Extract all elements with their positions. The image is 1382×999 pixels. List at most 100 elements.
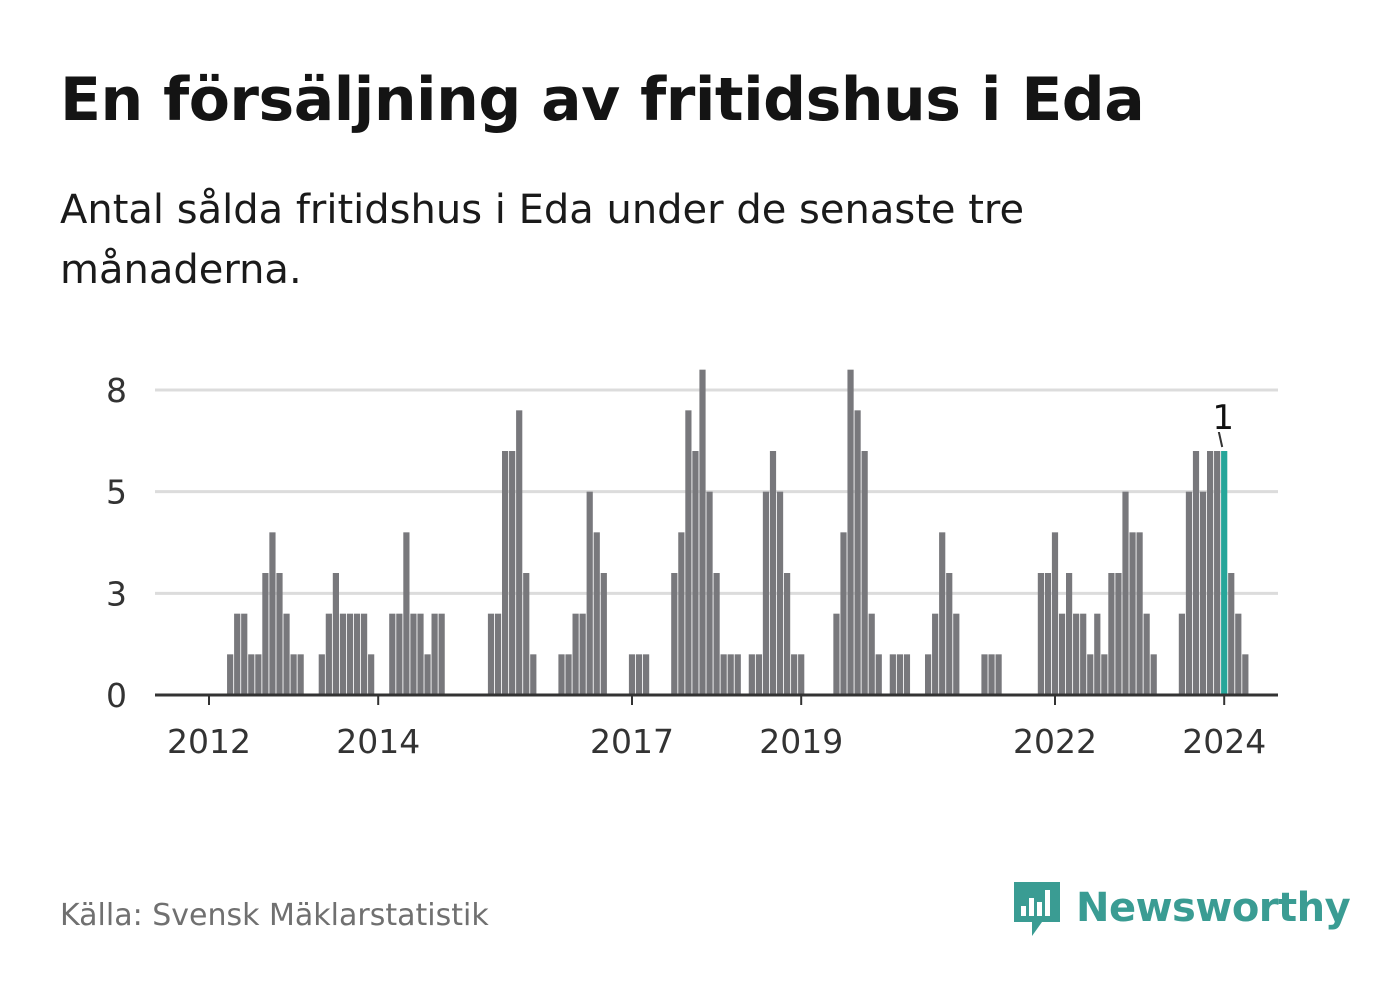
chart-subtitle: Antal sålda fritidshus i Eda under de se… [60,187,1025,293]
x-tick-label: 2019 [759,722,843,761]
bar [241,613,248,695]
bar [438,613,445,695]
y-tick-label: 3 [106,574,127,613]
bar [1242,654,1249,695]
bar [579,613,586,695]
bar [1185,491,1193,695]
highlight-value-label: 1 [1212,398,1234,438]
bar [318,654,325,695]
bar [586,491,593,695]
source-note: Källa: Svensk Mäklarstatistik [60,898,489,933]
bar [903,654,911,695]
bar [558,654,565,695]
bar [353,613,361,695]
bar [939,532,946,695]
annotation-leader [1217,428,1224,448]
bar [368,654,375,695]
bar [932,613,939,695]
bar [1101,654,1108,695]
bar [417,613,424,695]
bar [1087,654,1094,695]
bar [734,654,741,695]
bar [755,654,762,695]
bar [227,654,234,695]
bar [1199,491,1207,695]
bar [1044,573,1052,695]
bar [868,613,875,695]
bar [487,613,495,695]
bar [643,654,650,695]
newsworthy-logo: Newsworthy [1010,878,1351,938]
bar [339,613,347,695]
bar [424,654,431,695]
bar [530,654,537,695]
bar [248,654,255,695]
bar [502,451,509,695]
bar [1037,573,1044,695]
bar [255,654,262,695]
bar [593,532,600,695]
bar [600,573,607,695]
bar [748,654,755,695]
bar [769,451,777,695]
bar [1136,532,1143,695]
bar [1214,451,1221,695]
bar [925,654,932,695]
bar [953,613,960,695]
bar [833,613,840,695]
x-tick-label: 2022 [1013,722,1097,761]
bar [1143,613,1150,695]
bar [346,613,354,695]
bar [981,654,988,695]
bar [1051,532,1059,695]
bar [1129,532,1136,695]
bar [776,491,784,695]
bar [1066,573,1073,695]
bar [297,654,304,695]
brand-name: Newsworthy [1076,885,1351,931]
bar [494,613,502,695]
bar [1228,573,1235,695]
bar [276,573,283,695]
bar [565,654,572,695]
bar [840,532,847,695]
bar [706,491,713,695]
bar [847,369,854,695]
bar [995,654,1002,695]
bar [896,654,903,695]
bar [332,573,339,695]
x-tick-label: 2024 [1182,722,1266,761]
x-tick-label: 2017 [590,722,674,761]
x-tick-label: 2012 [167,722,251,761]
bar [509,451,516,695]
bar [861,451,868,695]
highlight-bar [1221,451,1228,695]
bar [1115,573,1122,695]
bar [431,613,438,695]
bar [262,573,269,695]
bar [269,532,276,695]
bar [410,613,417,695]
bar [692,451,699,695]
bar [671,573,678,695]
bar [1073,613,1080,695]
bar [361,613,368,695]
bar [727,654,734,695]
y-tick-label: 5 [106,473,127,512]
bar [234,613,241,695]
bar [713,573,720,695]
newsworthy-logo-icon [1014,882,1060,936]
bar [1108,573,1115,695]
bar [1235,613,1242,695]
bar [523,573,530,695]
bar-chart: 0 3 5 8 2012 2014 2017 2019 2022 2024 1 [106,369,1278,761]
bar [784,573,791,695]
bar [572,613,579,695]
bar [403,532,410,695]
y-tick-label: 8 [106,371,127,410]
bar [389,613,396,695]
bar [875,654,882,695]
chart-title: En försäljning av fritidshus i Eda [60,65,1145,135]
bar [1058,613,1066,695]
bar [685,410,692,695]
